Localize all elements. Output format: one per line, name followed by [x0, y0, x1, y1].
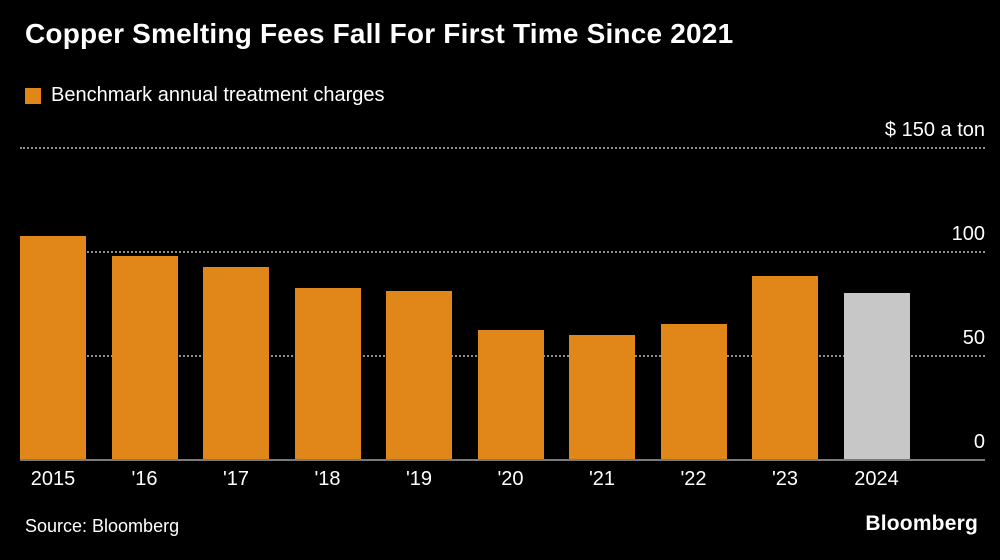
bar-19 [386, 290, 452, 459]
bar-2024 [843, 292, 910, 459]
x-tick-label-21: '21 [588, 468, 616, 490]
x-tick-label-18: '18 [314, 468, 341, 490]
source-note: Source: Bloomberg [25, 516, 180, 536]
y-tick-label-100: 100 [951, 223, 985, 245]
y-tick-label-150: $ 150 a ton [884, 119, 985, 141]
y-tick-label-50: 50 [962, 327, 985, 349]
x-tick-label-2024: 2024 [854, 468, 899, 490]
bar-21 [569, 335, 635, 459]
chart-title: Copper Smelting Fees Fall For First Time… [25, 18, 734, 49]
x-tick-label-17: '17 [222, 468, 250, 490]
x-tick-label-19: '19 [405, 468, 433, 490]
x-axis-line [20, 459, 985, 461]
x-tick-label-22: '22 [680, 468, 707, 490]
bar-2015 [20, 236, 86, 459]
x-tick-label-2015: 2015 [30, 468, 76, 490]
y-tick-label-0: 0 [973, 431, 985, 453]
legend-swatch [25, 87, 41, 104]
bar-18 [294, 287, 361, 459]
x-tick-label-20: '20 [497, 468, 524, 490]
x-tick-label-16: '16 [131, 468, 158, 490]
gridline-150 [20, 147, 985, 149]
legend: Benchmark annual treatment charges [25, 84, 385, 107]
bloomberg-logo: Bloomberg [865, 512, 978, 535]
x-tick-label-23: '23 [771, 468, 799, 490]
bar-16 [111, 256, 178, 459]
bar-20 [477, 330, 544, 459]
bar-17 [203, 266, 269, 459]
bar-23 [752, 275, 818, 459]
legend-label: Benchmark annual treatment charges [51, 84, 385, 106]
gridline-100 [20, 251, 985, 253]
bar-22 [660, 323, 727, 459]
plot-area: $ 150 a ton 100 50 0 2015 '16 '17 '18 '19 '20 '21 '… [20, 119, 985, 490]
